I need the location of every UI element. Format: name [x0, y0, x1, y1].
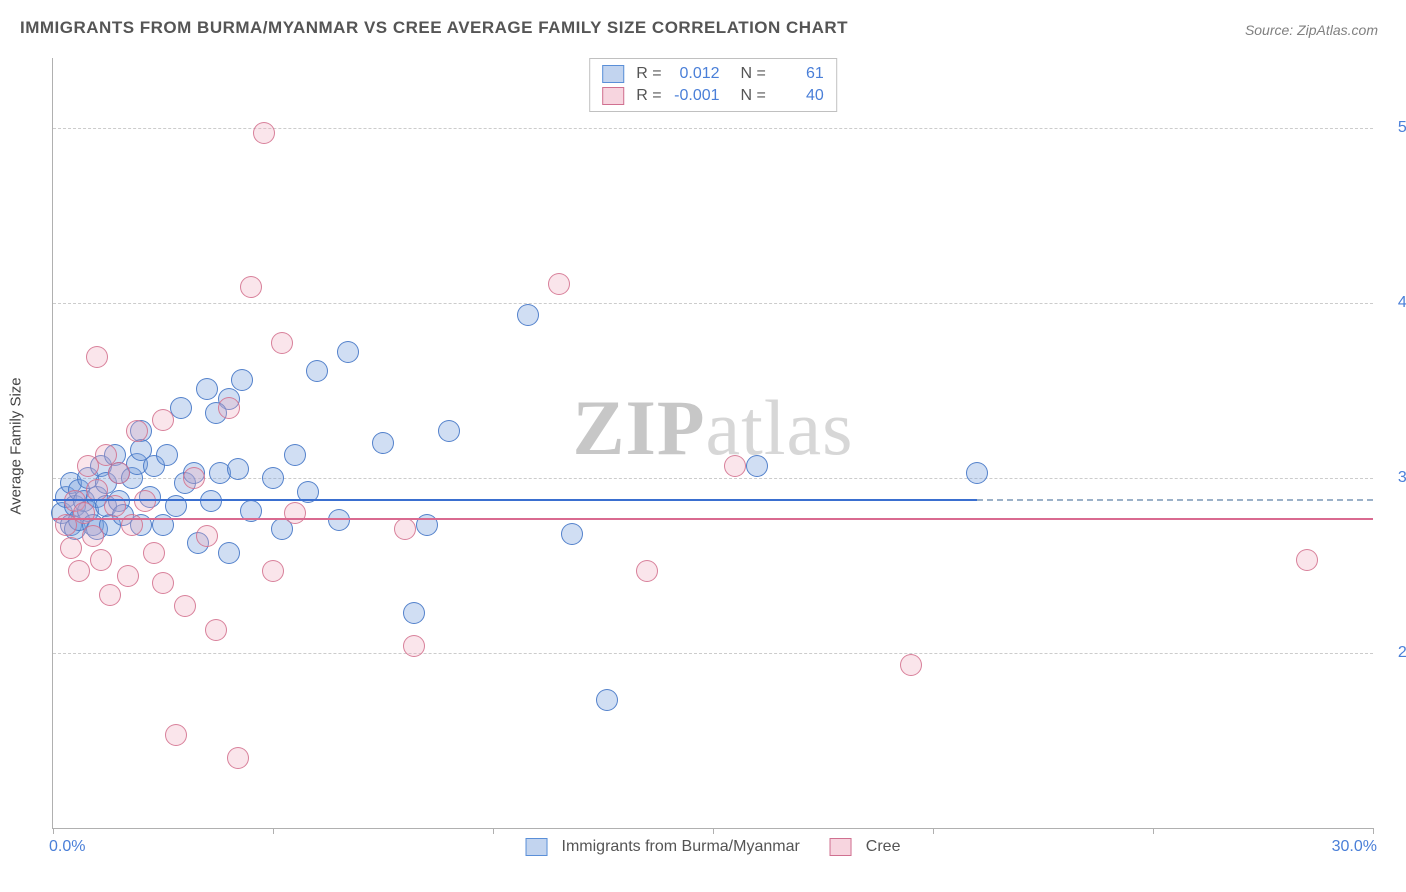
scatter-point [68, 560, 90, 582]
x-tick-mark [1153, 828, 1154, 834]
scatter-point [108, 462, 130, 484]
scatter-point [403, 602, 425, 624]
chart-title: IMMIGRANTS FROM BURMA/MYANMAR VS CREE AV… [20, 18, 848, 38]
scatter-point [86, 346, 108, 368]
scatter-point [200, 490, 222, 512]
y-tick-label: 2.75 [1379, 644, 1406, 662]
trend-line-extrapolated [977, 499, 1373, 501]
scatter-point [165, 724, 187, 746]
scatter-point [517, 304, 539, 326]
scatter-point [218, 542, 240, 564]
gridline [53, 653, 1373, 654]
scatter-point [724, 455, 746, 477]
legend-row-pink: R = -0.001 N = 40 [602, 85, 824, 107]
scatter-point [143, 542, 165, 564]
x-tick-mark [53, 828, 54, 834]
scatter-point [218, 397, 240, 419]
scatter-point [548, 273, 570, 295]
scatter-point [1296, 549, 1318, 571]
y-tick-label: 5.00 [1379, 119, 1406, 137]
scatter-point [262, 560, 284, 582]
legend-item-pink: Cree [830, 838, 901, 856]
scatter-point [196, 525, 218, 547]
scatter-point [306, 360, 328, 382]
x-tick-mark [273, 828, 274, 834]
scatter-point [438, 420, 460, 442]
legend-item-blue: Immigrants from Burma/Myanmar [526, 838, 800, 856]
scatter-point [174, 595, 196, 617]
x-tick-mark [933, 828, 934, 834]
x-axis-start-label: 0.0% [49, 838, 85, 856]
scatter-point [152, 409, 174, 431]
scatter-plot-area: ZIPatlas R = 0.012 N = 61 R = -0.001 N =… [52, 58, 1373, 829]
swatch-pink-icon [602, 87, 624, 105]
scatter-point [73, 502, 95, 524]
stat-r-pink: -0.001 [668, 85, 720, 107]
scatter-point [900, 654, 922, 676]
scatter-point [746, 455, 768, 477]
scatter-point [394, 518, 416, 540]
scatter-point [337, 341, 359, 363]
scatter-point [205, 619, 227, 641]
x-tick-mark [493, 828, 494, 834]
scatter-point [130, 439, 152, 461]
stat-n-pink: 40 [772, 85, 824, 107]
swatch-blue-icon [602, 65, 624, 83]
stat-r-blue: 0.012 [668, 63, 720, 85]
y-axis-label: Average Family Size [8, 377, 25, 514]
scatter-point [90, 549, 112, 571]
scatter-point [284, 502, 306, 524]
scatter-point [117, 565, 139, 587]
scatter-point [328, 509, 350, 531]
scatter-point [134, 490, 156, 512]
scatter-point [156, 444, 178, 466]
gridline [53, 128, 1373, 129]
legend-row-blue: R = 0.012 N = 61 [602, 63, 824, 85]
scatter-point [126, 420, 148, 442]
scatter-point [271, 332, 293, 354]
trend-line [53, 518, 1373, 520]
gridline [53, 303, 1373, 304]
stat-n-blue: 61 [772, 63, 824, 85]
scatter-point [82, 525, 104, 547]
x-axis-end-label: 30.0% [1332, 838, 1377, 856]
watermark: ZIPatlas [573, 383, 854, 473]
legend-series: Immigrants from Burma/Myanmar Cree [526, 838, 901, 856]
scatter-point [403, 635, 425, 657]
x-tick-mark [1373, 828, 1374, 834]
x-tick-mark [713, 828, 714, 834]
scatter-point [262, 467, 284, 489]
scatter-point [966, 462, 988, 484]
source-label: Source: ZipAtlas.com [1245, 22, 1378, 38]
y-tick-label: 3.50 [1379, 469, 1406, 487]
scatter-point [99, 584, 121, 606]
scatter-point [231, 369, 253, 391]
scatter-point [152, 572, 174, 594]
scatter-point [596, 689, 618, 711]
scatter-point [284, 444, 306, 466]
scatter-point [253, 122, 275, 144]
y-tick-label: 4.25 [1379, 294, 1406, 312]
scatter-point [227, 747, 249, 769]
scatter-point [183, 467, 205, 489]
scatter-point [372, 432, 394, 454]
scatter-point [240, 276, 262, 298]
scatter-point [60, 537, 82, 559]
gridline [53, 478, 1373, 479]
scatter-point [86, 479, 108, 501]
trend-line [53, 499, 977, 501]
scatter-point [196, 378, 218, 400]
scatter-point [227, 458, 249, 480]
swatch-pink-icon [830, 838, 852, 856]
swatch-blue-icon [526, 838, 548, 856]
scatter-point [636, 560, 658, 582]
scatter-point [561, 523, 583, 545]
legend-stats-box: R = 0.012 N = 61 R = -0.001 N = 40 [589, 58, 837, 112]
